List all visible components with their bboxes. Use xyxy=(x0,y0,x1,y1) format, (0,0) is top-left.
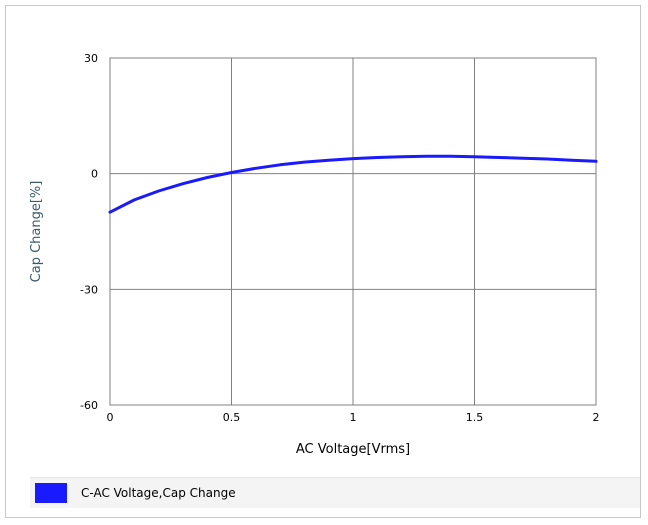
grid-lines xyxy=(110,58,596,405)
y-tick-label: 30 xyxy=(84,52,98,65)
x-tick-label: 2 xyxy=(593,411,600,424)
x-tick-label: 1 xyxy=(350,411,357,424)
x-axis-label: AC Voltage[Vrms] xyxy=(296,442,410,457)
legend: C-AC Voltage,Cap Change xyxy=(30,477,640,508)
x-tick-label: 0 xyxy=(107,411,114,424)
series-line xyxy=(108,154,598,214)
y-axis-ticks: 30 0 -30 -60 xyxy=(80,52,98,412)
y-tick-label: -60 xyxy=(80,399,98,412)
y-axis-label: Cap Change[%] xyxy=(29,181,44,283)
x-tick-label: 0.5 xyxy=(223,411,241,424)
y-tick-label: 0 xyxy=(91,168,98,181)
x-axis-ticks: 0 0.5 1 1.5 2 xyxy=(107,411,600,424)
chart-panel xyxy=(5,5,641,518)
series-group xyxy=(108,154,598,214)
legend-label: C-AC Voltage,Cap Change xyxy=(81,486,236,500)
plot-area xyxy=(109,57,597,406)
y-tick-label: -30 xyxy=(80,283,98,296)
legend-swatch xyxy=(35,483,67,503)
x-tick-label: 1.5 xyxy=(466,411,484,424)
